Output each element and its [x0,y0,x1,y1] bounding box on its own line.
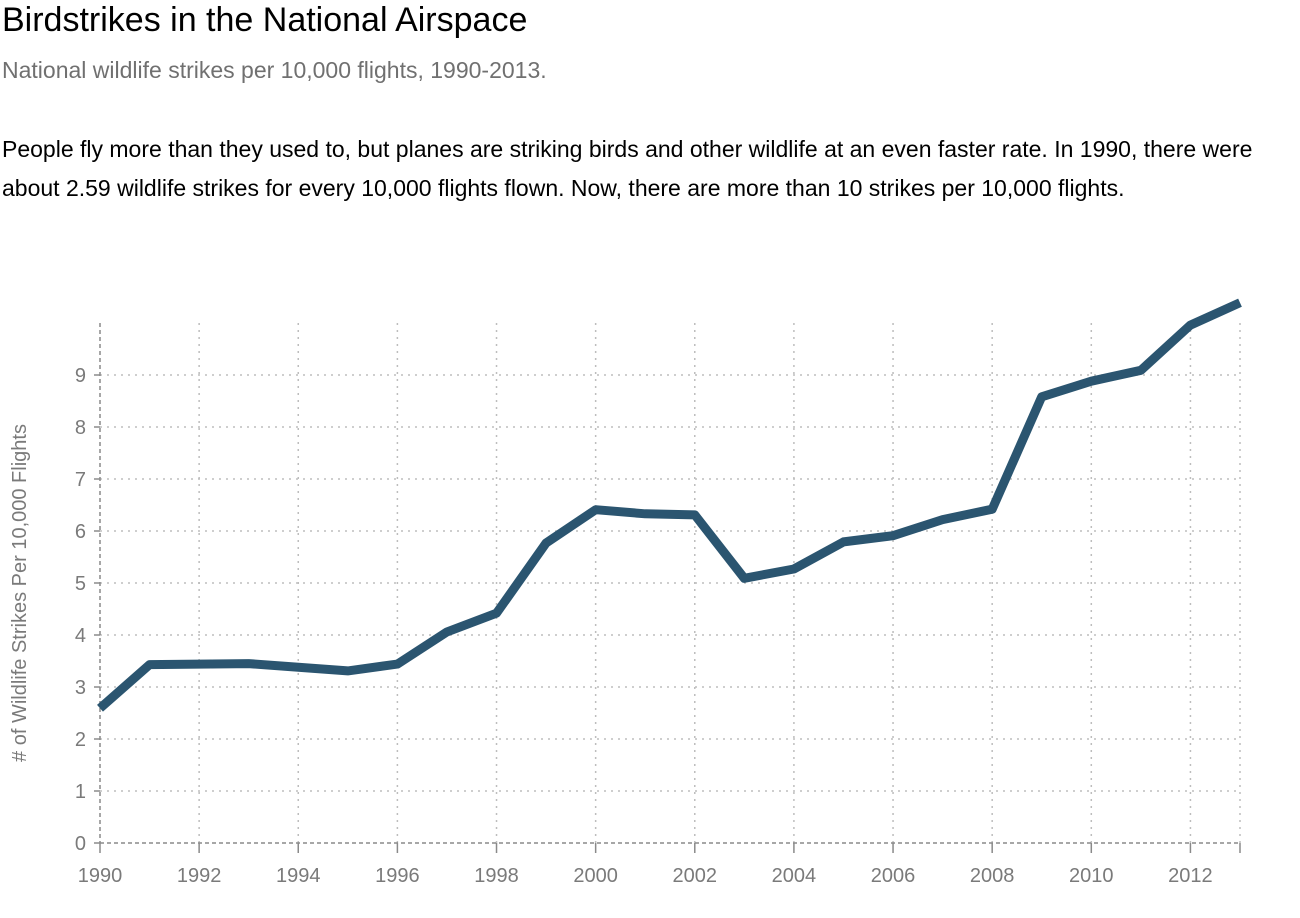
y-tick-label: 8 [75,417,86,439]
x-tick-label: 2000 [573,865,618,887]
line-chart: 1990 1992 1994 1996 1998 2000 2002 2004 2006 2008… [9,298,1242,887]
x-tick-label: 1998 [474,865,519,887]
axes [99,323,1240,844]
grid-lines [100,323,1241,843]
x-tick-label: 2012 [1168,865,1213,887]
x-tick-label: 1994 [276,865,321,887]
tick-labels: 1990 1992 1994 1996 1998 2000 2002 2004 2006 2008… [75,365,1213,887]
y-tick-label: 1 [75,781,86,803]
x-tick-label: 2002 [673,865,718,887]
y-tick-label: 6 [75,521,86,543]
series-line [97,298,1242,712]
x-tick-label: 2004 [772,865,817,887]
y-tick-label: 9 [75,365,86,387]
chart-subtitle: National wildlife strikes per 10,000 fli… [2,57,547,83]
x-tick-label: 2006 [871,865,916,887]
x-tick-label: 2010 [1069,865,1114,887]
y-axis-label: # of Wildlife Strikes Per 10,000 Flights [9,424,31,762]
x-tick-label: 1992 [177,865,222,887]
y-tick-label: 4 [75,625,86,647]
tick-marks [94,374,1241,853]
y-tick-label: 2 [75,729,86,751]
x-tick-label: 1990 [78,865,123,887]
chart-title: Birdstrikes in the National Airspace [2,1,528,39]
x-tick-label: 2008 [970,865,1015,887]
y-tick-label: 3 [75,677,86,699]
y-tick-label: 0 [75,833,86,855]
y-tick-label: 7 [75,469,86,491]
y-tick-label: 5 [75,573,86,595]
chart-description: People fly more than they used to, but p… [2,136,1253,201]
x-tick-label: 1996 [375,865,420,887]
